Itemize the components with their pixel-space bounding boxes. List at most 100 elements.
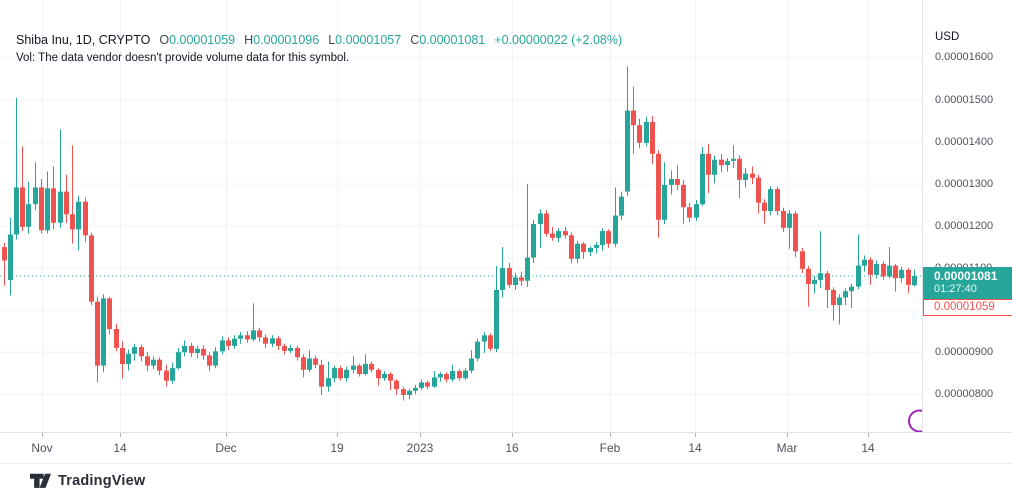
candle[interactable]: [781, 211, 786, 228]
candle[interactable]: [899, 269, 904, 279]
candle[interactable]: [868, 259, 873, 275]
candle[interactable]: [407, 390, 412, 395]
candle[interactable]: [232, 338, 237, 346]
candle[interactable]: [619, 196, 624, 216]
candle[interactable]: [251, 330, 256, 340]
candle[interactable]: [669, 179, 674, 185]
candle[interactable]: [8, 234, 13, 280]
candle[interactable]: [849, 286, 854, 292]
candle[interactable]: [145, 356, 150, 366]
candle[interactable]: [569, 235, 574, 259]
candle[interactable]: [825, 273, 830, 290]
candle[interactable]: [107, 298, 112, 330]
candle[interactable]: [488, 335, 493, 349]
candle[interactable]: [874, 263, 879, 275]
candle[interactable]: [432, 377, 437, 387]
candle[interactable]: [525, 257, 530, 281]
candle[interactable]: [887, 265, 892, 277]
candle[interactable]: [238, 335, 243, 339]
symbol-title[interactable]: Shiba Inu, 1D, CRYPTO: [16, 33, 151, 47]
candle[interactable]: [83, 201, 88, 236]
candle[interactable]: [20, 187, 25, 227]
candle[interactable]: [775, 189, 780, 211]
ellipse-drawing[interactable]: [908, 409, 922, 432]
candle[interactable]: [58, 191, 63, 223]
candle[interactable]: [89, 235, 94, 302]
candle[interactable]: [700, 153, 705, 205]
candle[interactable]: [114, 329, 119, 348]
candle[interactable]: [625, 110, 630, 192]
candle[interactable]: [594, 245, 599, 248]
candle[interactable]: [581, 243, 586, 253]
candle[interactable]: [631, 110, 636, 126]
candle[interactable]: [563, 231, 568, 236]
candle[interactable]: [51, 188, 56, 223]
candle[interactable]: [101, 298, 106, 366]
candle[interactable]: [544, 213, 549, 234]
candle[interactable]: [176, 352, 181, 369]
candle[interactable]: [151, 359, 156, 366]
candle[interactable]: [201, 348, 206, 356]
candle[interactable]: [613, 215, 618, 244]
candle[interactable]: [45, 188, 50, 231]
candle[interactable]: [270, 338, 275, 344]
candle[interactable]: [719, 159, 724, 166]
candle[interactable]: [64, 191, 69, 215]
candle[interactable]: [743, 173, 748, 180]
candle[interactable]: [401, 389, 406, 395]
candle[interactable]: [881, 263, 886, 277]
candle[interactable]: [519, 277, 524, 281]
candle[interactable]: [662, 184, 667, 220]
candle[interactable]: [538, 213, 543, 225]
candle[interactable]: [513, 277, 518, 285]
candle[interactable]: [326, 378, 331, 387]
candle[interactable]: [245, 335, 250, 340]
candle[interactable]: [637, 125, 642, 143]
candle[interactable]: [837, 297, 842, 306]
candle[interactable]: [756, 177, 761, 203]
candle[interactable]: [444, 374, 449, 380]
candle[interactable]: [301, 357, 306, 370]
candle[interactable]: [220, 340, 225, 352]
candle[interactable]: [189, 345, 194, 353]
candle[interactable]: [14, 187, 19, 235]
candle[interactable]: [656, 153, 661, 220]
candle[interactable]: [226, 340, 231, 346]
candle[interactable]: [762, 202, 767, 211]
candle[interactable]: [307, 358, 312, 370]
candle[interactable]: [494, 290, 499, 349]
candle[interactable]: [164, 370, 169, 381]
candle[interactable]: [394, 380, 399, 390]
candle[interactable]: [831, 290, 836, 306]
candle[interactable]: [382, 374, 387, 379]
candle[interactable]: [912, 276, 917, 286]
candle[interactable]: [906, 269, 911, 285]
candle[interactable]: [139, 347, 144, 357]
tradingview-logo[interactable]: TradingView: [30, 473, 145, 489]
candle[interactable]: [207, 355, 212, 366]
candle[interactable]: [482, 335, 487, 342]
candle[interactable]: [806, 268, 811, 284]
candle[interactable]: [39, 187, 44, 231]
candle[interactable]: [469, 358, 474, 371]
candle[interactable]: [575, 243, 580, 259]
candle[interactable]: [338, 368, 343, 379]
candle[interactable]: [76, 201, 81, 230]
candle[interactable]: [475, 341, 480, 359]
candle[interactable]: [768, 189, 773, 211]
candle[interactable]: [332, 368, 337, 379]
candle[interactable]: [606, 231, 611, 244]
candle[interactable]: [425, 382, 430, 387]
candle[interactable]: [388, 374, 393, 381]
candle[interactable]: [793, 213, 798, 252]
candle[interactable]: [257, 330, 262, 338]
price-chart[interactable]: [0, 0, 922, 432]
candle[interactable]: [588, 247, 593, 253]
candle[interactable]: [457, 371, 462, 379]
candle[interactable]: [800, 251, 805, 269]
candle[interactable]: [463, 370, 468, 379]
volume-indicator-message[interactable]: Vol: The data vendor doesn't provide vol…: [16, 52, 350, 64]
candle[interactable]: [675, 179, 680, 185]
candle[interactable]: [288, 348, 293, 351]
candle[interactable]: [500, 268, 505, 290]
